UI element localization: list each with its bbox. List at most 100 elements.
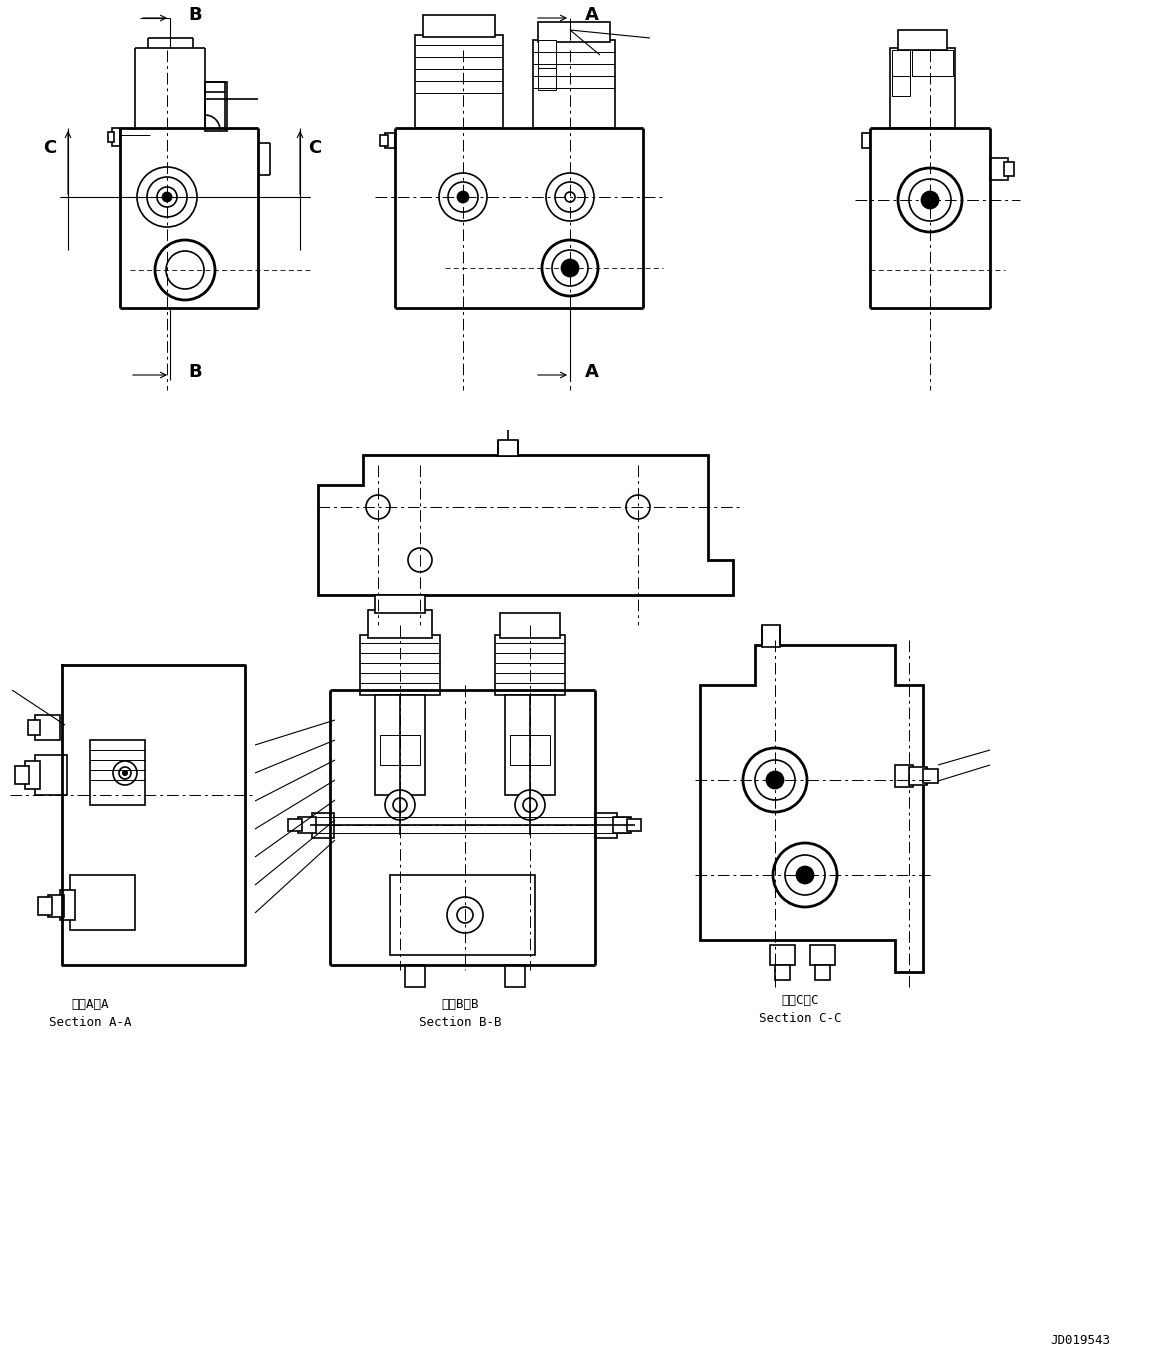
Bar bbox=[538, 68, 557, 90]
Bar bbox=[892, 49, 911, 78]
Text: C: C bbox=[309, 138, 322, 158]
Bar bbox=[495, 636, 565, 695]
Bar bbox=[375, 695, 425, 795]
Circle shape bbox=[767, 773, 783, 788]
Circle shape bbox=[447, 897, 482, 933]
Text: Section A-A: Section A-A bbox=[49, 1017, 131, 1029]
Bar bbox=[385, 133, 395, 148]
Bar bbox=[990, 158, 1008, 179]
Bar bbox=[762, 625, 780, 647]
Circle shape bbox=[439, 173, 487, 221]
Bar bbox=[504, 964, 525, 986]
Bar bbox=[71, 875, 135, 930]
Bar bbox=[360, 636, 440, 695]
Text: Section C-C: Section C-C bbox=[759, 1011, 841, 1025]
Text: 断面B－B: 断面B－B bbox=[441, 999, 479, 1011]
Bar bbox=[47, 895, 64, 917]
Circle shape bbox=[565, 192, 575, 201]
Circle shape bbox=[555, 182, 585, 212]
Circle shape bbox=[898, 169, 961, 232]
Circle shape bbox=[165, 251, 204, 289]
Text: B: B bbox=[189, 363, 201, 381]
Text: 断面A－A: 断面A－A bbox=[72, 999, 109, 1011]
Bar bbox=[890, 48, 955, 127]
Circle shape bbox=[922, 192, 938, 208]
Bar bbox=[205, 82, 227, 100]
Circle shape bbox=[448, 182, 478, 212]
Bar bbox=[379, 734, 420, 764]
Bar bbox=[405, 964, 425, 986]
Circle shape bbox=[458, 192, 467, 201]
Bar bbox=[35, 755, 67, 795]
Bar bbox=[108, 132, 115, 142]
Bar bbox=[25, 760, 40, 789]
Circle shape bbox=[523, 797, 537, 812]
Bar bbox=[815, 964, 830, 980]
Bar bbox=[112, 127, 120, 147]
Circle shape bbox=[366, 495, 390, 519]
Circle shape bbox=[147, 177, 187, 216]
Bar bbox=[504, 695, 555, 795]
Text: 断面C－C: 断面C－C bbox=[781, 993, 819, 1007]
Circle shape bbox=[119, 767, 131, 780]
Text: B: B bbox=[189, 5, 201, 25]
Bar bbox=[775, 964, 790, 980]
Text: A: A bbox=[585, 363, 599, 381]
Circle shape bbox=[784, 855, 825, 895]
Bar bbox=[892, 75, 911, 96]
Bar bbox=[538, 22, 610, 42]
Circle shape bbox=[157, 186, 177, 207]
Bar bbox=[312, 812, 334, 838]
Circle shape bbox=[393, 797, 407, 812]
Bar bbox=[390, 875, 535, 955]
Bar bbox=[909, 767, 927, 785]
Circle shape bbox=[773, 843, 837, 907]
Polygon shape bbox=[318, 455, 734, 595]
Bar bbox=[379, 136, 388, 147]
Bar bbox=[862, 133, 870, 148]
Bar bbox=[38, 897, 52, 915]
Bar bbox=[912, 49, 953, 75]
Circle shape bbox=[743, 748, 806, 812]
Circle shape bbox=[385, 790, 415, 821]
Circle shape bbox=[137, 167, 197, 227]
Text: A: A bbox=[585, 5, 599, 25]
Bar bbox=[90, 740, 145, 806]
Circle shape bbox=[113, 760, 137, 785]
Bar bbox=[533, 40, 616, 127]
Bar bbox=[896, 764, 913, 786]
Bar bbox=[510, 734, 550, 764]
Circle shape bbox=[408, 548, 432, 573]
Bar bbox=[15, 766, 29, 784]
Circle shape bbox=[552, 249, 588, 286]
Circle shape bbox=[626, 495, 650, 519]
Bar bbox=[60, 890, 75, 921]
Circle shape bbox=[756, 760, 795, 800]
Bar bbox=[299, 817, 316, 833]
Circle shape bbox=[155, 240, 215, 300]
Bar bbox=[627, 819, 641, 832]
Text: C: C bbox=[43, 138, 57, 158]
Circle shape bbox=[163, 193, 171, 201]
Text: Section B-B: Section B-B bbox=[419, 1017, 501, 1029]
Circle shape bbox=[515, 790, 545, 821]
Bar bbox=[595, 812, 617, 838]
Bar bbox=[538, 40, 557, 70]
Circle shape bbox=[457, 907, 473, 923]
Bar bbox=[498, 440, 518, 456]
Bar bbox=[415, 36, 503, 127]
Bar bbox=[28, 721, 40, 734]
Circle shape bbox=[797, 867, 813, 884]
Circle shape bbox=[541, 240, 598, 296]
Bar bbox=[35, 715, 60, 740]
Bar bbox=[771, 945, 795, 964]
Bar bbox=[923, 769, 938, 784]
Bar bbox=[375, 595, 425, 612]
Bar bbox=[288, 819, 302, 832]
Bar bbox=[423, 15, 495, 37]
Bar bbox=[898, 30, 946, 49]
Circle shape bbox=[123, 771, 127, 775]
Polygon shape bbox=[700, 645, 923, 971]
Bar bbox=[368, 610, 432, 638]
Circle shape bbox=[546, 173, 594, 221]
